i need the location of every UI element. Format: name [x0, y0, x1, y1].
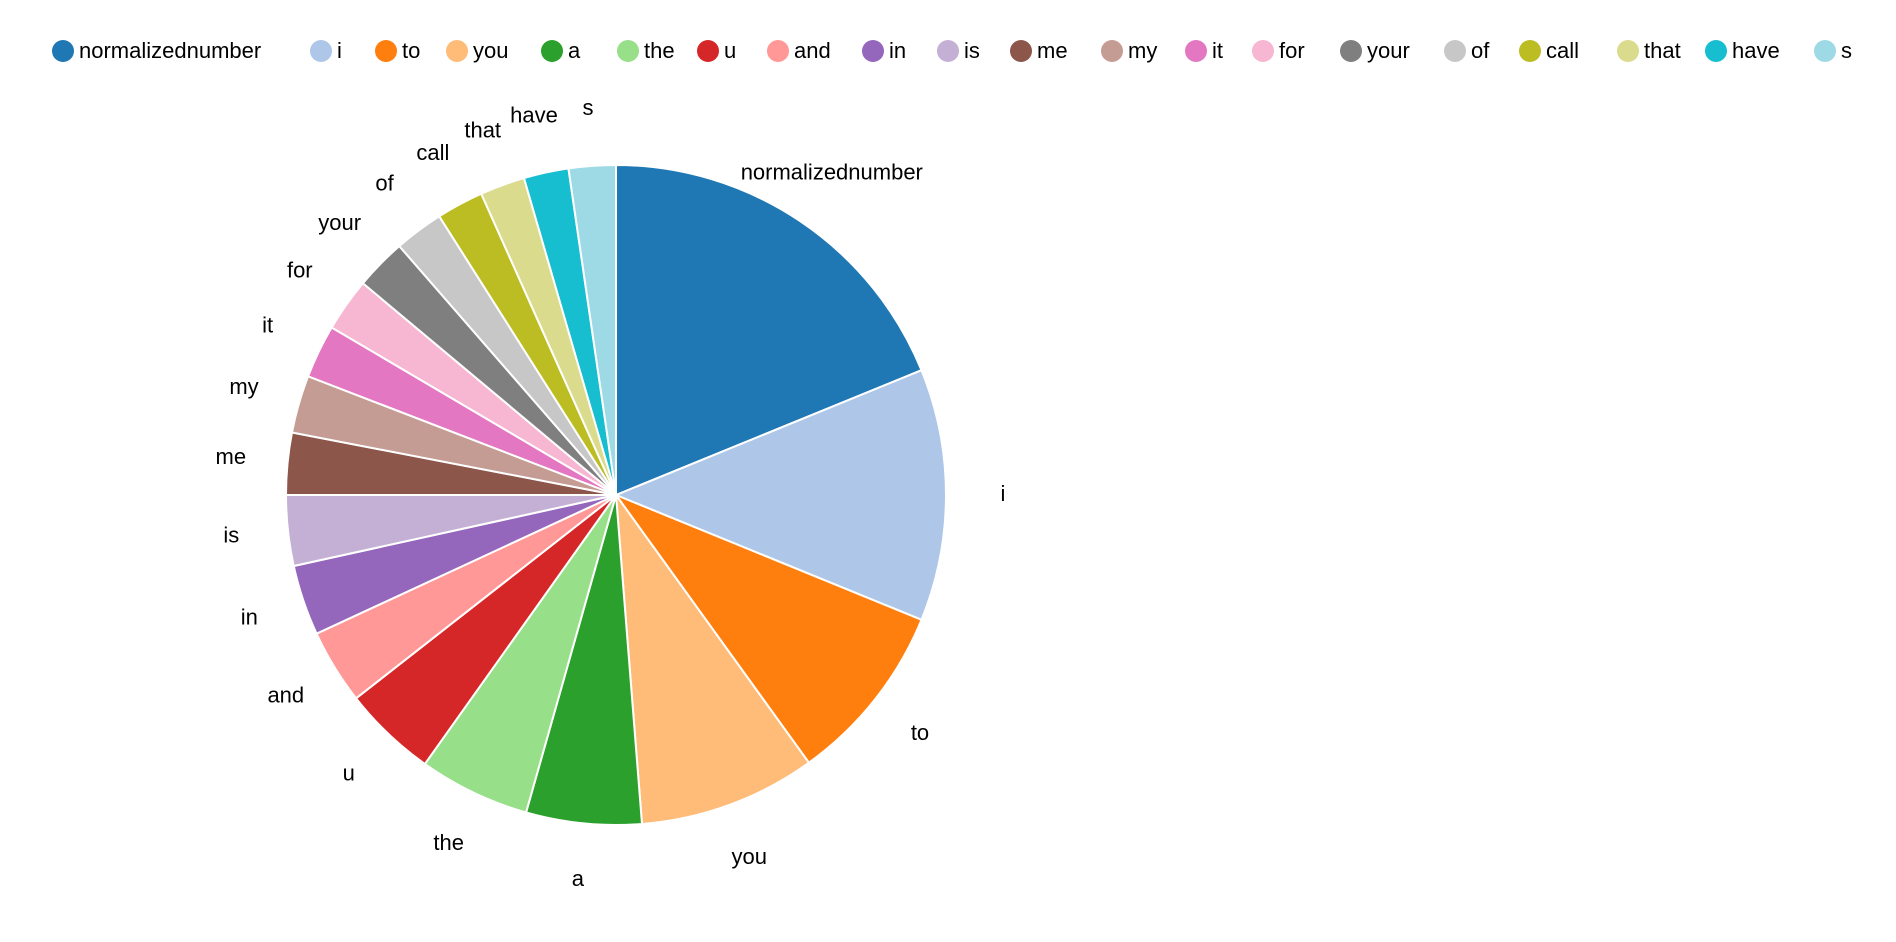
pie-slice-to[interactable]	[613, 492, 923, 765]
legend-label: in	[889, 38, 907, 63]
pie-label-for: for	[287, 258, 313, 283]
pie-slice-s[interactable]	[567, 163, 617, 496]
legend-label: normalizednumber	[79, 38, 262, 63]
legend-item-4[interactable]: a	[541, 36, 580, 66]
legend-item-19[interactable]: s	[1814, 36, 1852, 66]
legend-swatch	[52, 40, 74, 62]
pie-label-it: it	[262, 312, 273, 337]
legend-item-8[interactable]: in	[862, 36, 906, 66]
legend-swatch	[1340, 40, 1362, 62]
legend-item-5[interactable]: the	[617, 36, 675, 66]
legend-label: is	[964, 38, 980, 63]
legend-swatch	[937, 40, 959, 62]
pie-label-your: your	[318, 210, 361, 235]
legend-item-18[interactable]: have	[1705, 36, 1780, 66]
pie-label-call: call	[416, 140, 449, 165]
pie-slices	[284, 163, 947, 826]
pie-label-you: you	[732, 844, 767, 869]
legend-label: your	[1367, 38, 1410, 63]
pie-label-and: and	[267, 683, 304, 708]
legend-swatch	[1814, 40, 1836, 62]
pie-slice-you[interactable]	[614, 491, 811, 826]
legend-swatch	[541, 40, 563, 62]
legend-label: that	[1644, 38, 1681, 63]
legend-item-7[interactable]: and	[767, 36, 831, 66]
pie-label-a: a	[572, 866, 585, 891]
legend-item-16[interactable]: call	[1519, 36, 1579, 66]
legend-swatch	[1519, 40, 1541, 62]
legend-item-17[interactable]: that	[1617, 36, 1681, 66]
legend-item-6[interactable]: u	[697, 36, 736, 66]
legend-label: of	[1471, 38, 1490, 63]
legend-item-13[interactable]: for	[1252, 36, 1305, 66]
legend-label: have	[1732, 38, 1780, 63]
pie-label-u: u	[343, 761, 355, 786]
legend-label: me	[1037, 38, 1068, 63]
legend-swatch	[862, 40, 884, 62]
pie-slice-normalizednumber[interactable]	[615, 163, 923, 497]
legend-item-2[interactable]: to	[375, 36, 420, 66]
pie-label-me: me	[216, 444, 247, 469]
legend-swatch	[1617, 40, 1639, 62]
legend-item-3[interactable]: you	[446, 36, 508, 66]
pie-label-normalizednumber: normalizednumber	[741, 160, 923, 185]
legend-label: i	[337, 38, 342, 63]
pie-label-that: that	[464, 118, 501, 143]
legend-label: and	[794, 38, 831, 63]
legend-swatch	[697, 40, 719, 62]
legend-label: s	[1841, 38, 1852, 63]
pie-label-i: i	[1001, 481, 1006, 506]
legend-label: call	[1546, 38, 1580, 63]
legend-item-9[interactable]: is	[937, 36, 980, 66]
legend-swatch	[1252, 40, 1274, 62]
pie-label-is: is	[223, 523, 239, 548]
legend-item-15[interactable]: of	[1444, 36, 1489, 66]
legend-swatch	[375, 40, 397, 62]
pie-label-of: of	[375, 171, 394, 196]
legend-item-0[interactable]: normalizednumber	[52, 36, 261, 66]
pie-label-the: the	[433, 830, 464, 855]
legend-item-12[interactable]: it	[1185, 36, 1223, 66]
pie-label-my: my	[229, 374, 258, 399]
legend-item-11[interactable]: my	[1101, 36, 1157, 66]
legend-swatch	[1444, 40, 1466, 62]
legend-label: you	[473, 38, 509, 63]
pie-label-in: in	[241, 605, 258, 630]
legend-label: it	[1212, 38, 1223, 63]
legend-label: for	[1279, 38, 1305, 63]
pie-label-have: have	[510, 103, 558, 128]
pie-slice-i[interactable]	[613, 368, 947, 622]
pie-label-s: s	[583, 95, 594, 120]
legend-swatch	[1010, 40, 1032, 62]
legend-label: the	[644, 38, 675, 63]
pie-label-to: to	[911, 720, 929, 745]
legend-label: to	[402, 38, 421, 63]
legend-label: a	[568, 38, 581, 63]
legend-swatch	[1185, 40, 1207, 62]
legend-label: my	[1128, 38, 1158, 63]
chart-legend: normalizednumber i to you a the u and in is me my it…	[0, 0, 1896, 80]
legend-swatch	[1101, 40, 1123, 62]
legend-swatch	[617, 40, 639, 62]
legend-swatch	[767, 40, 789, 62]
legend-swatch	[1705, 40, 1727, 62]
legend-item-10[interactable]: me	[1010, 36, 1068, 66]
legend-item-1[interactable]: i	[310, 36, 342, 66]
legend-swatch	[446, 40, 468, 62]
pie-labels: normalizednumber i to you a the u and in is me my it…	[216, 95, 1006, 891]
legend-label: u	[724, 38, 737, 63]
legend-item-14[interactable]: your	[1340, 36, 1410, 66]
legend-swatch	[310, 40, 332, 62]
